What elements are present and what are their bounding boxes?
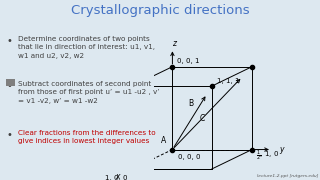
Text: Clear fractions from the differences to
give indices in lowest integer values: Clear fractions from the differences to … bbox=[19, 130, 156, 144]
Text: 1, 1, 1: 1, 1, 1 bbox=[218, 78, 240, 84]
Text: •: • bbox=[6, 81, 12, 91]
Text: 0, 0, 1: 0, 0, 1 bbox=[177, 58, 199, 64]
Text: $\frac{1}{2}$, 1, 0: $\frac{1}{2}$, 1, 0 bbox=[256, 148, 280, 163]
Text: lecture1-2.ppt [rutgers.edu]: lecture1-2.ppt [rutgers.edu] bbox=[257, 174, 318, 178]
Text: C: C bbox=[200, 114, 205, 123]
Text: B: B bbox=[189, 99, 194, 108]
Text: Determine coordinates of two points
that lie in direction of interest: u1, v1,
w: Determine coordinates of two points that… bbox=[19, 36, 156, 59]
Text: z: z bbox=[172, 39, 176, 48]
Text: Crystallographic directions: Crystallographic directions bbox=[71, 4, 249, 17]
Text: •: • bbox=[6, 130, 12, 140]
Text: Subtract coordinates of second point
from those of first point u’ = u1 -u2 , v’
: Subtract coordinates of second point fro… bbox=[19, 81, 160, 104]
Text: A: A bbox=[161, 136, 166, 145]
Text: y: y bbox=[279, 145, 284, 154]
Text: •: • bbox=[6, 36, 12, 46]
Bar bbox=[6, 79, 15, 86]
Text: 0, 0, 0: 0, 0, 0 bbox=[178, 154, 201, 160]
Text: 1, 0, 0: 1, 0, 0 bbox=[105, 175, 128, 180]
Text: x: x bbox=[116, 172, 120, 180]
